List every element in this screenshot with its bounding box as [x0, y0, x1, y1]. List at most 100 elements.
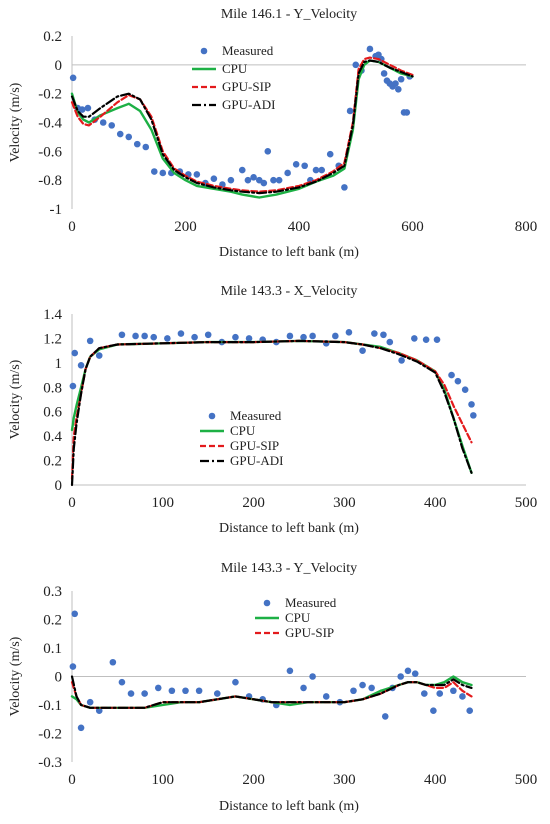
measured-point: [132, 332, 139, 340]
measured-point: [332, 332, 339, 340]
chart-mile-143-3-y-velocity: Mile 143.3 - Y_Velocity 0.3 0.2 0.1 0 -0.1 -0.…: [8, 561, 538, 814]
measured-point: [411, 335, 418, 342]
measured-point: [461, 386, 469, 394]
measured-point: [164, 335, 171, 342]
x-tick-label: 100: [152, 772, 175, 788]
measured-point: [411, 670, 419, 677]
measured-point: [95, 707, 103, 714]
measured-point: [436, 690, 444, 697]
x-tick-label: 800: [515, 219, 538, 235]
y-tick-label: -0.3: [38, 755, 62, 771]
measured-point: [326, 150, 334, 158]
measured-point: [69, 74, 77, 82]
measured-point: [381, 713, 389, 720]
y-tick-label: -0.6: [38, 144, 62, 160]
measured-point: [109, 658, 117, 666]
measured-point: [404, 667, 412, 675]
measured-point: [238, 166, 246, 174]
legend-marker-measured: [200, 47, 208, 55]
y-tick-label: -0.8: [38, 173, 62, 189]
measured-point: [466, 707, 474, 714]
x-tick-label: 0: [68, 772, 76, 788]
measured-point: [77, 724, 85, 732]
y-tick-label: 0: [55, 670, 63, 686]
measured-point: [244, 176, 252, 184]
x-tick-label: 500: [515, 495, 538, 511]
measured-point: [300, 684, 307, 692]
measured-point: [193, 171, 201, 178]
measured-point: [213, 690, 221, 697]
measured-point: [86, 337, 94, 345]
y-tick-label: 0.4: [43, 429, 62, 445]
measured-point: [108, 122, 116, 129]
measured-point: [232, 678, 239, 686]
series-line-gpu-sip: [70, 56, 414, 193]
series-line-gpu-adi: [70, 339, 473, 487]
measured-point: [77, 362, 85, 369]
measured-point: [154, 684, 162, 692]
measured-point: [210, 175, 218, 183]
legend-label-measured: Measured: [230, 408, 282, 423]
y-tick-label: 0: [55, 58, 63, 74]
y-tick-label: 1.4: [43, 307, 62, 323]
measured-point: [341, 184, 348, 191]
legend: Measured CPU GPU-SIP GPU-ADI: [192, 43, 275, 112]
measured-point: [69, 382, 77, 390]
x-tick-label: 300: [333, 495, 356, 511]
measured-point: [78, 106, 86, 113]
y-tick-label: -0.1: [38, 698, 62, 714]
measured-point: [346, 107, 354, 115]
measured-point: [182, 687, 189, 695]
measured-point: [392, 80, 399, 87]
measured-point: [264, 148, 272, 155]
series-line-gpu-adi: [70, 59, 414, 195]
measured-point: [127, 690, 135, 697]
y-tick-label: 0.3: [43, 584, 62, 600]
x-tick-label: 400: [424, 495, 447, 511]
measured-point: [318, 166, 326, 174]
y-tick-label: 0.1: [43, 641, 62, 657]
x-tick-label: 400: [288, 219, 311, 235]
measured-point: [141, 332, 148, 340]
y-tick-label: 0.2: [43, 454, 62, 470]
legend-marker-measured: [263, 599, 271, 607]
x-axis-label: Distance to left bank (m): [219, 521, 359, 536]
legend-label-measured: Measured: [285, 595, 337, 610]
measured-point: [301, 162, 308, 170]
x-tick-label: 600: [401, 219, 424, 235]
measured-point: [260, 179, 268, 187]
x-tick-label: 0: [68, 219, 76, 235]
measured-point: [125, 133, 133, 141]
legend-marker-measured: [208, 412, 216, 420]
measured-point: [309, 332, 316, 340]
measured-point: [286, 332, 294, 340]
series-line-unlabeled: [70, 675, 473, 709]
measured-point: [270, 176, 277, 184]
measured-point: [245, 335, 253, 342]
measured-point: [468, 401, 475, 408]
x-axis-label: Distance to left bank (m): [219, 245, 359, 260]
measured-point: [116, 130, 124, 138]
y-tick-label: 0.2: [43, 613, 62, 629]
measured-point: [421, 690, 428, 697]
legend-label-gpu-sip: GPU-SIP: [230, 438, 279, 453]
measured-point: [84, 104, 92, 112]
measured-point: [195, 687, 203, 695]
measured-point: [397, 673, 404, 680]
chart-mile-146-1-y-velocity: Mile 146.1 - Y_Velocity 0.2 0 -0.2 -0.4 -0.6 -…: [8, 7, 538, 260]
x-axis-label: Distance to left bank (m): [219, 799, 359, 814]
chart-mile-143-3-x-velocity: Mile 143.3 - X_Velocity 1.4 1.2 1 0.8 0.6 0.4 0…: [8, 284, 538, 536]
measured-point: [95, 352, 103, 359]
x-tick-label: 500: [515, 772, 538, 788]
x-tick-label: 200: [242, 495, 265, 511]
x-tick-label: 400: [424, 772, 447, 788]
y-axis-label: Velocity (m/s): [8, 359, 23, 439]
chart-title: Mile 143.3 - Y_Velocity: [221, 561, 357, 576]
x-tick-label: 0: [68, 495, 76, 511]
measured-point: [86, 698, 94, 706]
measured-point: [386, 338, 394, 346]
measured-point: [204, 331, 212, 339]
legend-label-cpu: CPU: [222, 61, 248, 76]
measured-point: [71, 349, 79, 357]
